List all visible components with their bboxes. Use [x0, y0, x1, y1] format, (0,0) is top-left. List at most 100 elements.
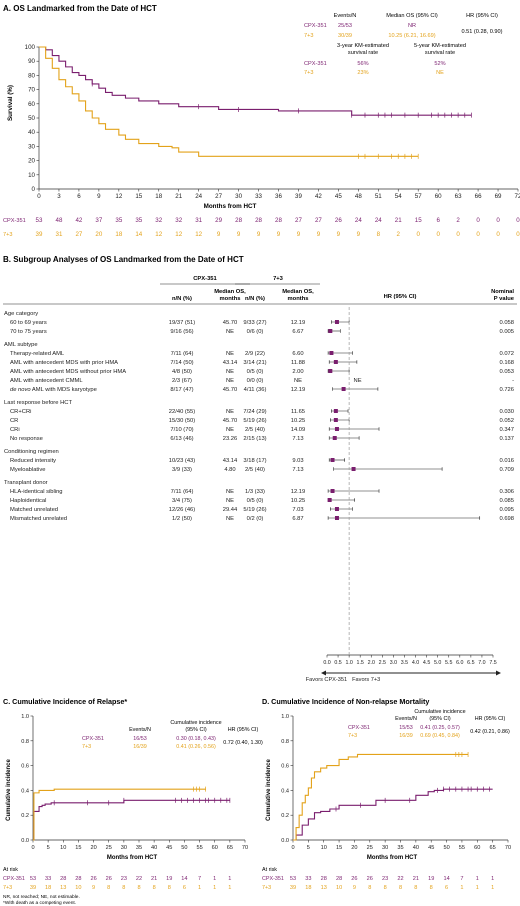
- footnote-1: NR, not reached; NE, not estimable.: [3, 894, 80, 900]
- x-tick-label: 36: [275, 193, 282, 200]
- hr-point: [334, 516, 339, 520]
- atrisk-cpx-value: 27: [295, 217, 302, 224]
- cell-p-value: 0.085: [499, 498, 514, 504]
- favors-left-label: Favors CPX-351: [306, 677, 347, 683]
- cell-p-value: 0.726: [499, 387, 514, 393]
- row-label: Mismatched unrelated: [10, 516, 67, 522]
- cell-p-value: 0.095: [499, 507, 514, 513]
- atrisk-cpx-value: 26: [351, 876, 357, 882]
- atrisk-cpx-value: 28: [336, 876, 342, 882]
- atrisk-ctl-value: 8: [137, 885, 140, 891]
- hr-point: [334, 427, 339, 431]
- atrisk-ctl-value: 18: [305, 885, 311, 891]
- atrisk-cpx-value: 1: [213, 876, 216, 882]
- group-title: AML subtype: [4, 342, 38, 348]
- cell-cpx-nn: 22/40 (55): [169, 409, 195, 415]
- atrisk-cpx-value: 28: [75, 876, 81, 882]
- atrisk-ctl-value: 9: [92, 885, 95, 891]
- km-head-5y-b: survival rate: [425, 50, 455, 56]
- panel-a-title: A. OS Landmarked from the Date of HCT: [3, 4, 157, 13]
- c-arm-ctl: 7+3: [82, 744, 91, 750]
- atrisk-cpx-value: 28: [321, 876, 327, 882]
- atrisk-cpx-value: 15: [415, 217, 422, 224]
- atrisk-ctl-value: 1: [460, 885, 463, 891]
- cell-p-value: 0.698: [499, 516, 514, 522]
- panel-d-atrisk: At risk CPX-351 7+3 53 33 28 28 26 26 23 22 21 19…: [262, 867, 494, 891]
- legend-head-hr: HR (95% CI): [466, 13, 498, 19]
- atrisk-ctl-value: 0: [436, 231, 440, 238]
- atrisk-cpx-value: 26: [90, 876, 96, 882]
- x-tick-label: 25: [367, 845, 373, 851]
- hr-point: [329, 351, 334, 355]
- x-tick-label: 35: [397, 845, 403, 851]
- series-line-cpx: [33, 799, 230, 841]
- atrisk-ctl-value: 39: [290, 885, 296, 891]
- row-label: AML with antecedent MDS with prior HMA: [10, 360, 118, 366]
- x-tick-label: 5: [307, 845, 310, 851]
- atrisk-cpx-value: 53: [290, 876, 296, 882]
- atrisk-cpx-value: 19: [428, 876, 434, 882]
- atrisk-ctl-value: 31: [56, 231, 63, 238]
- c-ci-ctl: 0.41 (0.26, 0.56): [176, 744, 216, 750]
- x-tick-label: 30: [382, 845, 388, 851]
- legend-events-ctl: 30/39: [338, 33, 352, 39]
- atrisk-ctl-value: 18: [115, 231, 122, 238]
- panel-c-ylabel: Cumulative incidence: [6, 758, 12, 820]
- atrisk-cpx-value: 23: [382, 876, 388, 882]
- forest-x-tick-label: 5.5: [445, 660, 452, 666]
- cell-cpx-nn: 19/37 (51): [169, 320, 195, 326]
- y-tick-label: 0.0: [281, 838, 289, 844]
- cell-cpx-median: NE: [226, 489, 234, 495]
- km-arm-ctl: 7+3: [304, 70, 314, 76]
- legend-arm-ctl: 7+3: [304, 33, 314, 39]
- cell-cpx-nn: 3/9 (33): [172, 467, 192, 473]
- col-ctl-nn: n/N (%): [245, 296, 265, 302]
- atrisk-ctl-value: 10: [75, 885, 81, 891]
- x-tick-label: 0: [291, 845, 294, 851]
- cell-p-value: 0.016: [499, 458, 514, 464]
- cell-cpx-nn: 8/17 (47): [170, 387, 193, 393]
- atrisk-ctl-value: 12: [175, 231, 182, 238]
- km-head-5y-a: 5-year KM-estimated: [414, 43, 466, 49]
- d-atrisk-arm-cpx: CPX-351: [262, 876, 284, 882]
- c-atrisk-arm-cpx: CPX-351: [3, 876, 25, 882]
- atrisk-ctl-value: 9: [353, 885, 356, 891]
- x-tick-label: 66: [475, 193, 482, 200]
- atrisk-ctl-value: 1: [198, 885, 201, 891]
- y-tick-label: 0.8: [281, 739, 289, 745]
- x-tick-label: 20: [90, 845, 96, 851]
- cell-ctl-nn: 5/19 (26): [243, 507, 266, 513]
- atrisk-cpx-value: 7: [198, 876, 201, 882]
- cell-ctl-median: 12.19: [291, 489, 306, 495]
- x-tick-label: 10: [60, 845, 66, 851]
- d-atrisk-label: At risk: [262, 867, 277, 873]
- legend-head-events: Events/N: [334, 13, 357, 19]
- atrisk-cpx-value: 27: [315, 217, 322, 224]
- y-tick-label: 1.0: [281, 714, 289, 720]
- atrisk-ctl-value: 12: [195, 231, 202, 238]
- atrisk-ctl-value: 13: [321, 885, 327, 891]
- x-tick-label: 45: [428, 845, 434, 851]
- series-line-cpx: [39, 46, 472, 116]
- x-tick-label: 5: [47, 845, 50, 851]
- x-tick-label: 0: [31, 845, 34, 851]
- x-tick-label: 24: [195, 193, 202, 200]
- series-line-ctl: [33, 788, 206, 841]
- atrisk-ctl-value: 9: [297, 231, 301, 238]
- atrisk-ctl-value: 0: [416, 231, 420, 238]
- atrisk-ctl-value: 8: [107, 885, 110, 891]
- atrisk-cpx-value: 53: [36, 217, 43, 224]
- atrisk-ctl-value: 8: [122, 885, 125, 891]
- panel-b-title: B. Subgroup Analyses of OS Landmarked fr…: [3, 255, 244, 264]
- atrisk-ctl-value: 20: [95, 231, 102, 238]
- x-tick-label: 60: [435, 193, 442, 200]
- atrisk-ctl-value: 8: [168, 885, 171, 891]
- cell-ctl-median: 7.03: [292, 507, 303, 513]
- panel-d-axes: 0 5 10 15 20 25 30 35 40 45 50 55 60 65 70 0.0 0.2 0.4 0.6…: [281, 714, 511, 851]
- y-tick-label: 100: [25, 44, 36, 51]
- row-label: CR: [10, 418, 18, 424]
- atrisk-cpx-value: 0: [516, 217, 520, 224]
- panel-c-title: C. Cumulative Incidence of Relapse*: [3, 697, 127, 706]
- panel-c-legend: Events/N Cumulative incidence (95% CI) H…: [82, 720, 263, 750]
- row-label: 60 to 69 years: [10, 320, 47, 326]
